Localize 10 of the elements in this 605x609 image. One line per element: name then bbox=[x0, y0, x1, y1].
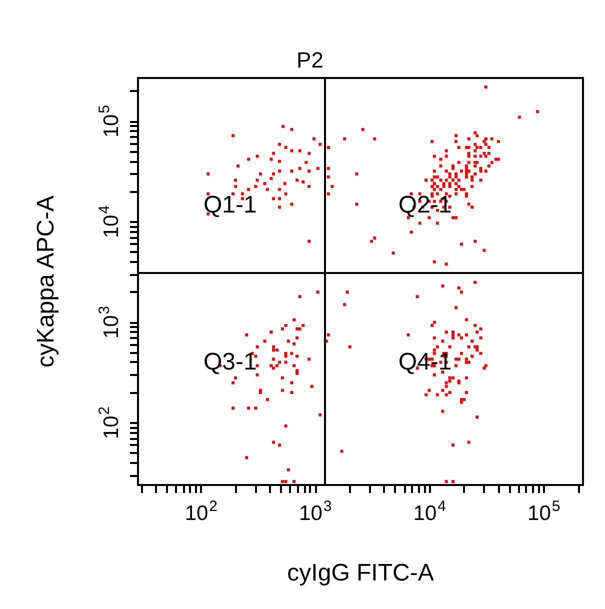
y-tick-label: 104 bbox=[96, 205, 123, 238]
y-tick-label: 103 bbox=[96, 306, 123, 339]
annotation: Q1-1 bbox=[203, 191, 257, 218]
annotation: Q3-1 bbox=[203, 348, 257, 376]
annotation: Q2-1 bbox=[398, 191, 452, 218]
y-axis-title: cyKappa APC-A bbox=[32, 195, 60, 368]
y-tick-label: 102 bbox=[96, 406, 123, 440]
y-tick-label: 105 bbox=[96, 104, 123, 138]
x-axis-title: cyIgG FITC-A bbox=[287, 560, 434, 586]
chart-title: P2 bbox=[296, 48, 324, 72]
